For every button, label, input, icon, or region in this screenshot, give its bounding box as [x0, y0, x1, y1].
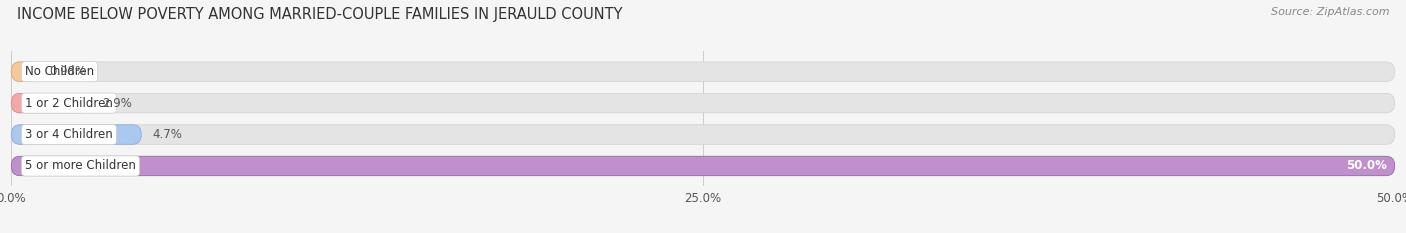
FancyBboxPatch shape [11, 93, 91, 113]
Text: INCOME BELOW POVERTY AMONG MARRIED-COUPLE FAMILIES IN JERAULD COUNTY: INCOME BELOW POVERTY AMONG MARRIED-COUPL… [17, 7, 623, 22]
Text: 2.9%: 2.9% [103, 97, 132, 110]
FancyBboxPatch shape [11, 62, 1395, 81]
Text: Source: ZipAtlas.com: Source: ZipAtlas.com [1271, 7, 1389, 17]
Text: No Children: No Children [25, 65, 94, 78]
FancyBboxPatch shape [11, 93, 1395, 113]
FancyBboxPatch shape [11, 125, 1395, 144]
Text: 5 or more Children: 5 or more Children [25, 159, 136, 172]
FancyBboxPatch shape [11, 156, 1395, 176]
Text: 0.98%: 0.98% [49, 65, 87, 78]
FancyBboxPatch shape [11, 125, 141, 144]
FancyBboxPatch shape [11, 62, 38, 81]
Text: 1 or 2 Children: 1 or 2 Children [25, 97, 112, 110]
Text: 4.7%: 4.7% [152, 128, 183, 141]
Text: 3 or 4 Children: 3 or 4 Children [25, 128, 112, 141]
Text: 50.0%: 50.0% [1346, 159, 1386, 172]
FancyBboxPatch shape [11, 156, 1395, 176]
